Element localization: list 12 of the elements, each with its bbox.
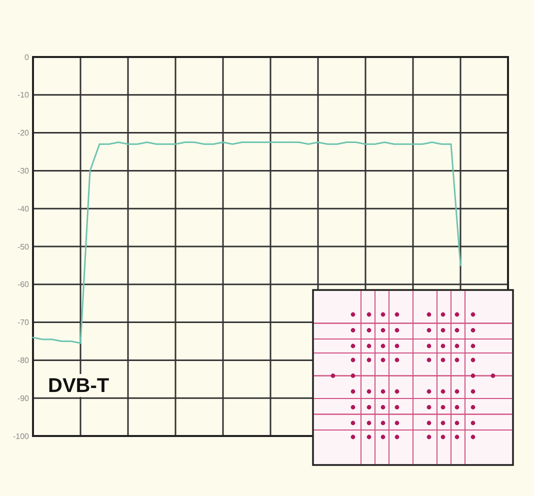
y-tick-label: -60 (17, 280, 30, 290)
y-tick-label: -90 (17, 394, 30, 403)
y-tick-label: -80 (17, 356, 30, 365)
annotation: DVB-T (48, 375, 110, 397)
y-tick-label: -100 (12, 432, 30, 441)
y-tick-label: -10 (17, 90, 30, 100)
y-tick-label: -40 (17, 204, 30, 214)
y-tick-label: -50 (17, 242, 30, 252)
y-tick-label: -20 (17, 128, 30, 138)
y-tick-label: 0 (24, 52, 30, 62)
y-tick-label: -30 (17, 166, 30, 176)
y-tick-label: -70 (17, 318, 30, 328)
